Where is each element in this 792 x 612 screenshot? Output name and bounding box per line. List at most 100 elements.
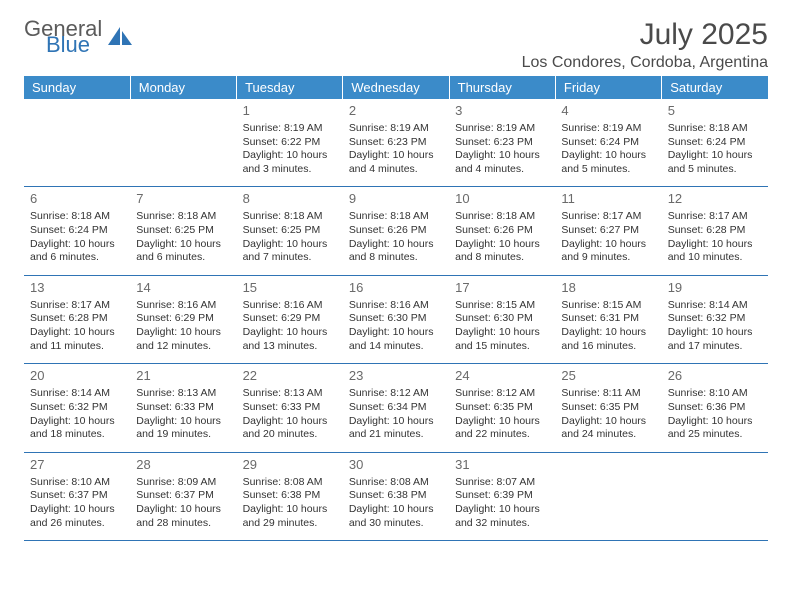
sunrise-line: Sunrise: 8:15 AM — [561, 299, 655, 313]
logo: General Blue — [24, 18, 136, 56]
calendar-day-cell: 23Sunrise: 8:12 AMSunset: 6:34 PMDayligh… — [343, 364, 449, 452]
daylight-line: Daylight: 10 hours and 10 minutes. — [668, 238, 762, 265]
day-number: 31 — [455, 457, 549, 474]
calendar-day-cell: 17Sunrise: 8:15 AMSunset: 6:30 PMDayligh… — [449, 275, 555, 363]
calendar-day-cell: 14Sunrise: 8:16 AMSunset: 6:29 PMDayligh… — [130, 275, 236, 363]
calendar-week-row: 1Sunrise: 8:19 AMSunset: 6:22 PMDaylight… — [24, 99, 768, 187]
daylight-line: Daylight: 10 hours and 4 minutes. — [349, 149, 443, 176]
sunrise-line: Sunrise: 8:18 AM — [349, 210, 443, 224]
daylight-line: Daylight: 10 hours and 7 minutes. — [243, 238, 337, 265]
calendar-day-cell: 7Sunrise: 8:18 AMSunset: 6:25 PMDaylight… — [130, 187, 236, 275]
calendar-day-cell: 19Sunrise: 8:14 AMSunset: 6:32 PMDayligh… — [662, 275, 768, 363]
sunrise-line: Sunrise: 8:19 AM — [349, 122, 443, 136]
daylight-line: Daylight: 10 hours and 21 minutes. — [349, 415, 443, 442]
sunrise-line: Sunrise: 8:16 AM — [243, 299, 337, 313]
sunrise-line: Sunrise: 8:17 AM — [561, 210, 655, 224]
calendar-day-cell: 9Sunrise: 8:18 AMSunset: 6:26 PMDaylight… — [343, 187, 449, 275]
calendar-day-cell: 16Sunrise: 8:16 AMSunset: 6:30 PMDayligh… — [343, 275, 449, 363]
sunrise-line: Sunrise: 8:14 AM — [668, 299, 762, 313]
daylight-line: Daylight: 10 hours and 4 minutes. — [455, 149, 549, 176]
calendar-day-cell: 2Sunrise: 8:19 AMSunset: 6:23 PMDaylight… — [343, 99, 449, 187]
day-number: 12 — [668, 191, 762, 208]
calendar-day-cell: 1Sunrise: 8:19 AMSunset: 6:22 PMDaylight… — [237, 99, 343, 187]
sunset-line: Sunset: 6:24 PM — [668, 136, 762, 150]
calendar-day-cell: 12Sunrise: 8:17 AMSunset: 6:28 PMDayligh… — [662, 187, 768, 275]
sunset-line: Sunset: 6:35 PM — [455, 401, 549, 415]
day-number: 30 — [349, 457, 443, 474]
weekday-header: Wednesday — [343, 76, 449, 99]
day-number: 23 — [349, 368, 443, 385]
sunrise-line: Sunrise: 8:13 AM — [243, 387, 337, 401]
calendar-day-cell: 18Sunrise: 8:15 AMSunset: 6:31 PMDayligh… — [555, 275, 661, 363]
location-subtitle: Los Condores, Cordoba, Argentina — [522, 54, 768, 72]
daylight-line: Daylight: 10 hours and 8 minutes. — [349, 238, 443, 265]
calendar-day-cell: 8Sunrise: 8:18 AMSunset: 6:25 PMDaylight… — [237, 187, 343, 275]
sunrise-line: Sunrise: 8:10 AM — [668, 387, 762, 401]
sunset-line: Sunset: 6:29 PM — [243, 312, 337, 326]
daylight-line: Daylight: 10 hours and 14 minutes. — [349, 326, 443, 353]
sunset-line: Sunset: 6:33 PM — [243, 401, 337, 415]
daylight-line: Daylight: 10 hours and 30 minutes. — [349, 503, 443, 530]
calendar-day-cell: 26Sunrise: 8:10 AMSunset: 6:36 PMDayligh… — [662, 364, 768, 452]
daylight-line: Daylight: 10 hours and 5 minutes. — [561, 149, 655, 176]
daylight-line: Daylight: 10 hours and 16 minutes. — [561, 326, 655, 353]
day-number: 15 — [243, 280, 337, 297]
day-number: 24 — [455, 368, 549, 385]
daylight-line: Daylight: 10 hours and 11 minutes. — [30, 326, 124, 353]
day-number: 27 — [30, 457, 124, 474]
sunrise-line: Sunrise: 8:16 AM — [349, 299, 443, 313]
sunset-line: Sunset: 6:25 PM — [136, 224, 230, 238]
sunset-line: Sunset: 6:31 PM — [561, 312, 655, 326]
sunrise-line: Sunrise: 8:19 AM — [561, 122, 655, 136]
daylight-line: Daylight: 10 hours and 26 minutes. — [30, 503, 124, 530]
sunrise-line: Sunrise: 8:08 AM — [243, 476, 337, 490]
calendar-day-cell: 10Sunrise: 8:18 AMSunset: 6:26 PMDayligh… — [449, 187, 555, 275]
day-number: 21 — [136, 368, 230, 385]
sunset-line: Sunset: 6:22 PM — [243, 136, 337, 150]
calendar-day-cell — [662, 452, 768, 540]
day-number: 4 — [561, 103, 655, 120]
calendar-day-cell: 6Sunrise: 8:18 AMSunset: 6:24 PMDaylight… — [24, 187, 130, 275]
calendar-day-cell: 28Sunrise: 8:09 AMSunset: 6:37 PMDayligh… — [130, 452, 236, 540]
calendar-wrap: SundayMondayTuesdayWednesdayThursdayFrid… — [24, 76, 768, 541]
calendar-week-row: 20Sunrise: 8:14 AMSunset: 6:32 PMDayligh… — [24, 364, 768, 452]
sunrise-line: Sunrise: 8:17 AM — [30, 299, 124, 313]
sunset-line: Sunset: 6:25 PM — [243, 224, 337, 238]
sunrise-line: Sunrise: 8:19 AM — [243, 122, 337, 136]
day-number: 3 — [455, 103, 549, 120]
calendar-day-cell: 24Sunrise: 8:12 AMSunset: 6:35 PMDayligh… — [449, 364, 555, 452]
calendar-day-cell: 13Sunrise: 8:17 AMSunset: 6:28 PMDayligh… — [24, 275, 130, 363]
day-number: 16 — [349, 280, 443, 297]
daylight-line: Daylight: 10 hours and 18 minutes. — [30, 415, 124, 442]
sunrise-line: Sunrise: 8:07 AM — [455, 476, 549, 490]
sunrise-line: Sunrise: 8:13 AM — [136, 387, 230, 401]
header-right: July 2025 Los Condores, Cordoba, Argenti… — [522, 18, 768, 72]
day-number: 29 — [243, 457, 337, 474]
sunset-line: Sunset: 6:39 PM — [455, 489, 549, 503]
calendar-week-row: 13Sunrise: 8:17 AMSunset: 6:28 PMDayligh… — [24, 275, 768, 363]
sunset-line: Sunset: 6:24 PM — [30, 224, 124, 238]
daylight-line: Daylight: 10 hours and 5 minutes. — [668, 149, 762, 176]
daylight-line: Daylight: 10 hours and 32 minutes. — [455, 503, 549, 530]
logo-text-blue: Blue — [46, 34, 102, 56]
sunset-line: Sunset: 6:23 PM — [349, 136, 443, 150]
sunrise-line: Sunrise: 8:16 AM — [136, 299, 230, 313]
day-number: 9 — [349, 191, 443, 208]
day-number: 6 — [30, 191, 124, 208]
calendar-day-cell: 5Sunrise: 8:18 AMSunset: 6:24 PMDaylight… — [662, 99, 768, 187]
header-bar: General Blue July 2025 Los Condores, Cor… — [24, 18, 768, 72]
calendar-day-cell — [130, 99, 236, 187]
day-number: 7 — [136, 191, 230, 208]
sunrise-line: Sunrise: 8:18 AM — [30, 210, 124, 224]
calendar-day-cell: 29Sunrise: 8:08 AMSunset: 6:38 PMDayligh… — [237, 452, 343, 540]
sunset-line: Sunset: 6:24 PM — [561, 136, 655, 150]
day-number: 13 — [30, 280, 124, 297]
calendar-day-cell: 21Sunrise: 8:13 AMSunset: 6:33 PMDayligh… — [130, 364, 236, 452]
sunset-line: Sunset: 6:30 PM — [455, 312, 549, 326]
daylight-line: Daylight: 10 hours and 25 minutes. — [668, 415, 762, 442]
month-title: July 2025 — [522, 18, 768, 52]
daylight-line: Daylight: 10 hours and 8 minutes. — [455, 238, 549, 265]
sunrise-line: Sunrise: 8:11 AM — [561, 387, 655, 401]
calendar-body: 1Sunrise: 8:19 AMSunset: 6:22 PMDaylight… — [24, 99, 768, 540]
sunrise-line: Sunrise: 8:18 AM — [243, 210, 337, 224]
